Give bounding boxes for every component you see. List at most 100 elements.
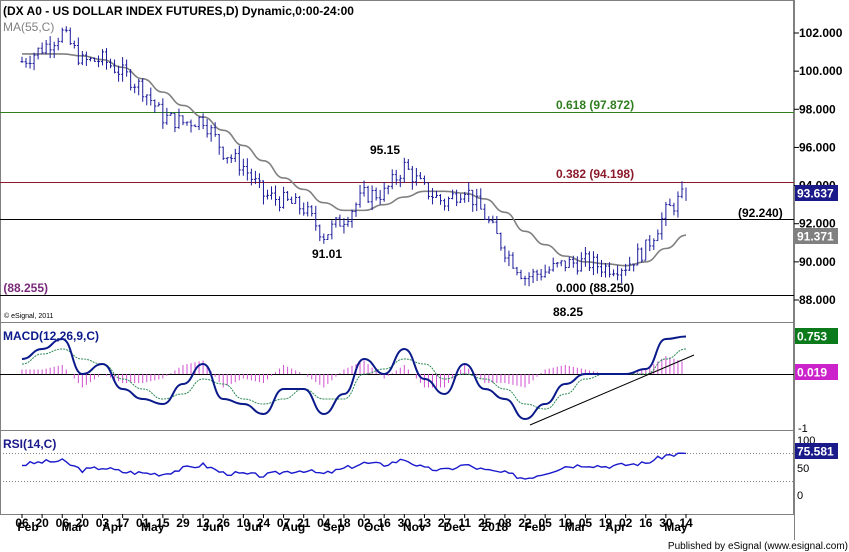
last-price-box	[795, 185, 838, 201]
price-bar	[668, 198, 672, 207]
price-bar	[217, 133, 221, 155]
price-bar	[225, 157, 229, 164]
price-bar	[173, 113, 177, 133]
price-bar	[434, 190, 438, 198]
price-bar	[197, 116, 201, 131]
price-bar	[599, 259, 603, 278]
high-annotation: 95.15	[370, 143, 400, 157]
price-bar	[314, 205, 318, 231]
price-bar	[189, 119, 193, 133]
price-bar	[302, 202, 306, 216]
x-tick-label: 06	[15, 516, 29, 530]
price-bar	[398, 174, 402, 188]
price-bar	[298, 195, 302, 215]
price-bar	[241, 158, 245, 176]
price-tick-label: 100.000	[799, 64, 843, 78]
price-bar	[20, 56, 24, 63]
price-bar	[591, 251, 595, 276]
x-tick-label: 16	[378, 516, 392, 530]
x-tick-label: 08	[498, 516, 512, 530]
price-bar	[350, 209, 354, 228]
price-bar	[330, 220, 334, 240]
price-bar	[113, 59, 117, 74]
price-bar	[608, 262, 612, 278]
rsi-legend: RSI(14,C)	[3, 437, 56, 451]
price-bar	[193, 124, 197, 128]
price-bar	[386, 185, 390, 195]
price-bar	[567, 256, 571, 268]
x-month-label: Nov	[403, 520, 426, 534]
price-bar	[624, 263, 628, 276]
x-month-label: Apr	[605, 520, 626, 534]
rsi-value-box	[795, 443, 838, 459]
price-bar	[483, 203, 487, 220]
price-bar	[571, 255, 575, 268]
price-bar	[36, 47, 40, 60]
price-bar	[64, 26, 68, 33]
price-bar	[282, 186, 286, 209]
price-bar	[648, 235, 652, 252]
x-month-label: May	[141, 520, 165, 534]
fib-0618-label: 0.618 (97.872)	[556, 98, 634, 112]
price-bar	[523, 275, 527, 286]
price-bar	[209, 124, 213, 142]
price-tick-label: 98.000	[799, 102, 836, 116]
price-bar	[286, 190, 290, 202]
price-bar	[660, 212, 664, 240]
price-axis: 102.000100.00098.00096.00094.00092.00090…	[794, 26, 843, 307]
signal-line	[21, 348, 687, 410]
x-tick-label: 30	[398, 516, 412, 530]
price-bar	[229, 154, 233, 164]
price-bar	[430, 188, 434, 205]
x-month-label: May	[664, 520, 688, 534]
price-bar	[28, 55, 32, 69]
price-bar	[519, 269, 523, 280]
price-bar	[410, 165, 414, 190]
fib-0382-label: 0.382 (94.198)	[556, 167, 634, 181]
x-tick-label: 07	[277, 516, 291, 530]
x-tick-label: 20	[35, 516, 49, 530]
price-bar	[422, 175, 426, 185]
price-tick-label: 102.000	[799, 26, 843, 40]
left-cut-label: ) (88.255)	[0, 281, 48, 295]
price-bar	[137, 78, 141, 96]
price-bar	[157, 102, 161, 107]
x-tick-label: 26	[217, 516, 231, 530]
price-bar	[133, 83, 137, 94]
price-bar	[233, 148, 237, 163]
price-bar	[88, 57, 92, 62]
x-month-label: Dec	[444, 520, 466, 534]
price-bar	[551, 257, 555, 272]
x-tick-label: 13	[418, 516, 432, 530]
x-tick-label: 30	[659, 516, 673, 530]
macd-value: 0.753	[797, 330, 827, 344]
price-bar	[563, 260, 567, 272]
x-tick-label: 10	[237, 516, 251, 530]
x-month-label: Feb	[17, 520, 38, 534]
price-bar	[181, 115, 185, 126]
price-tick-label: 96.000	[799, 140, 836, 154]
price-bar	[511, 252, 515, 269]
price-bar	[56, 37, 60, 51]
price-bar	[141, 78, 145, 102]
x-tick-label: 01	[136, 516, 150, 530]
macd-line	[21, 335, 687, 421]
price-bar	[326, 234, 330, 240]
price-bar	[117, 65, 121, 82]
low-annotation: 88.25	[553, 305, 583, 319]
x-month-label: Mar	[62, 520, 84, 534]
price-bar	[92, 57, 96, 62]
price-bar	[535, 269, 539, 281]
price-bar	[274, 185, 278, 206]
price-bar	[455, 189, 459, 207]
price-bar	[587, 251, 591, 271]
price-bar	[261, 180, 265, 205]
price-bar	[616, 265, 620, 281]
x-tick-label: 14	[679, 516, 693, 530]
price-bar	[475, 188, 479, 212]
price-bar	[531, 268, 535, 284]
price-bar	[672, 202, 676, 216]
price-bar	[612, 269, 616, 277]
x-tick-label: 20	[76, 516, 90, 530]
price-tick-label: 90.000	[799, 255, 836, 269]
